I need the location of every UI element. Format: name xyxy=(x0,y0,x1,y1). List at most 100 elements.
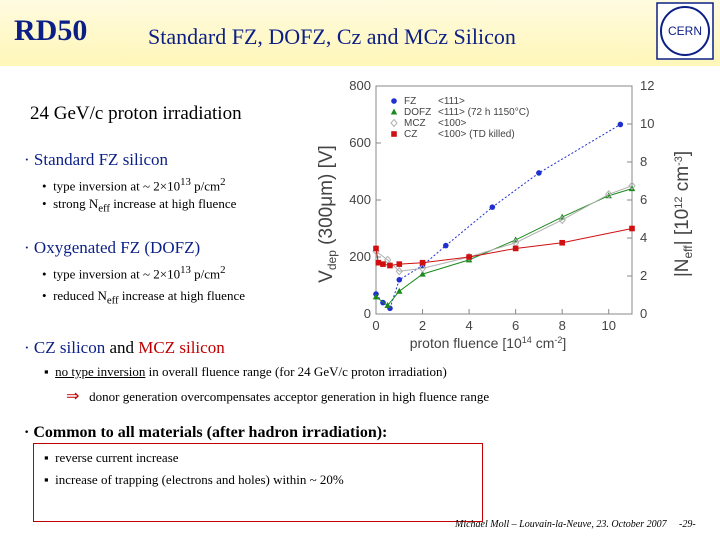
chart-legend: FZ <111> DOFZ <111> (72 h 1150°C) MCZ <100> CZ… xyxy=(390,96,529,140)
fz-b1-sq: 2 xyxy=(220,176,226,188)
legend-desc-fz: <111> xyxy=(438,96,465,107)
y2-tick-label: 2 xyxy=(640,268,647,283)
dofz-b1-text: type inversion at ~ 2×10 xyxy=(53,266,181,282)
data-point-cz xyxy=(387,262,393,269)
cern-logo-text: CERN xyxy=(668,24,702,38)
y-tick-label: 200 xyxy=(349,249,371,264)
fz-b2-pre: strong N xyxy=(53,196,99,211)
dofz-heading-text: Oxygenated FZ (DOFZ) xyxy=(33,238,201,257)
fz-b1-tail: p/cm xyxy=(190,178,221,194)
cz-line-2: ⇒ donor generation overcompensates accep… xyxy=(66,386,489,406)
data-point-cz xyxy=(559,239,565,246)
bullet-icon: · xyxy=(24,238,30,257)
page-title: Standard FZ, DOFZ, Cz and MCz Silicon xyxy=(148,24,516,49)
y-tick-label: 600 xyxy=(349,135,371,150)
data-point-mcz xyxy=(558,215,566,225)
legend-desc-cz: <100> (TD killed) xyxy=(438,129,515,140)
data-point-dofz xyxy=(419,270,426,277)
fz-b2-post: increase at high fluence xyxy=(110,196,237,211)
dofz-b1-sq: 2 xyxy=(220,264,226,276)
rd50-logo: RD50 xyxy=(14,14,88,47)
header-bar: RD50 Standard FZ, DOFZ, Cz and MCz Silic… xyxy=(0,0,720,66)
square-bullet-icon: ▪ xyxy=(44,450,49,465)
legend-label-dofz: DOFZ xyxy=(404,107,431,118)
legend-label-cz: CZ xyxy=(404,129,417,140)
data-point-cz xyxy=(629,225,635,232)
dofz-heading: · Oxygenated FZ (DOFZ) xyxy=(24,238,200,258)
data-point-cz xyxy=(396,261,403,267)
data-point-cz xyxy=(466,254,472,260)
fz-heading-text: Standard FZ silicon xyxy=(33,150,169,169)
data-point-cz xyxy=(512,245,519,252)
common-b1-text: reverse current increase xyxy=(55,450,179,465)
series-line-dofz xyxy=(375,188,633,307)
data-point-fz xyxy=(396,277,403,283)
legend-label-fz: FZ xyxy=(404,96,416,107)
y2-tick-label: 4 xyxy=(640,230,647,245)
cz-heading: · CZ silicon and MCZ silicon xyxy=(24,338,225,358)
legend-marker-fz xyxy=(391,98,397,104)
x-tick-label: 4 xyxy=(465,318,472,333)
common-heading-text: Common to all materials (after hadron ir… xyxy=(33,424,388,441)
cz-heading-cz: CZ silicon xyxy=(33,338,106,357)
legend-marker-dofz xyxy=(390,108,398,115)
dofz-b2-sub: eff xyxy=(106,294,119,307)
legend-marker-mcz xyxy=(390,118,398,128)
fz-b2-sub: eff xyxy=(98,202,111,215)
footer-credit: Michael Moll – Louvain-la-Neuve, 23. Oct… xyxy=(455,519,667,530)
x-tick-label: 6 xyxy=(512,318,519,333)
series-line-mcz xyxy=(375,185,633,272)
series-line-fz xyxy=(375,124,621,310)
cz-line-1: ▪ no type inversion in overall fluence r… xyxy=(44,364,447,380)
data-point-mcz xyxy=(395,266,403,276)
data-point-mcz xyxy=(418,264,427,273)
dofz-b1-exp: 13 xyxy=(180,264,191,276)
y-tick-label: 400 xyxy=(349,192,371,207)
fz-bullet-2: • strong Neff increase at high fluence xyxy=(42,196,237,215)
data-point-fz xyxy=(443,242,449,249)
data-point-dofz xyxy=(384,301,391,308)
y2-tick-label: 10 xyxy=(640,116,654,131)
y2-tick-label: 12 xyxy=(640,78,654,93)
irradiation-subtitle: 24 GeV/c proton irradiation xyxy=(30,103,242,124)
cz-line1-underlined: no type inversion xyxy=(55,364,146,379)
depletion-voltage-chart: 0 2 4 6 8 10 0 200 400 600 800 0 2 4 6 8 10 12 FZ <111> DOF… xyxy=(316,78,695,351)
common-bullet-1: ▪ reverse current increase xyxy=(44,450,179,466)
legend-desc-mcz: <100> xyxy=(438,118,467,129)
data-point-mcz xyxy=(628,181,636,191)
legend-marker-cz xyxy=(391,131,397,137)
data-point-fz xyxy=(617,121,624,128)
x-tick-label: 2 xyxy=(419,318,426,333)
cz-line1-rest: in overall fluence range (for 24 GeV/c p… xyxy=(145,364,447,379)
y-tick-label: 0 xyxy=(364,306,371,321)
chart-plot xyxy=(372,85,636,315)
data-point-cz xyxy=(419,259,426,266)
square-bullet-icon: ▪ xyxy=(44,364,49,379)
y2-axis-label: |Neff| [1012 cm-3] xyxy=(672,151,695,277)
cern-logo: CERN xyxy=(656,2,714,60)
fz-bullet-1: • type inversion at ~ 2×1013 p/cm2 xyxy=(42,176,226,194)
bullet-icon: · xyxy=(24,150,30,169)
y2-tick-label: 8 xyxy=(640,154,647,169)
dofz-bullet-1: • type inversion at ~ 2×1013 p/cm2 xyxy=(42,264,226,282)
dofz-b1-tail: p/cm xyxy=(190,266,221,282)
data-point-mcz xyxy=(605,190,613,199)
data-point-cz xyxy=(375,259,382,266)
x-axis-label: proton fluence [1014 cm-2] xyxy=(410,335,567,351)
common-heading: · Common to all materials (after hadron … xyxy=(24,424,387,442)
implies-arrow-icon: ⇒ xyxy=(66,388,80,405)
y2-tick-label: 6 xyxy=(640,192,647,207)
page-number: -29- xyxy=(679,519,696,530)
data-point-fz xyxy=(536,170,542,176)
legend-desc-dofz: <111> (72 h 1150°C) xyxy=(438,107,529,118)
fz-b1-text: type inversion at ~ 2×10 xyxy=(53,178,181,194)
fz-b1-exp: 13 xyxy=(180,176,191,188)
data-point-cz xyxy=(373,245,379,252)
x-tick-label: 0 xyxy=(372,318,379,333)
data-point-cz xyxy=(380,261,386,267)
data-point-dofz xyxy=(396,287,403,294)
common-b2-text: increase of trapping (electrons and hole… xyxy=(55,472,344,487)
bullet-icon: · xyxy=(24,424,30,441)
common-box xyxy=(33,443,483,522)
fz-heading: · Standard FZ silicon xyxy=(24,150,168,170)
